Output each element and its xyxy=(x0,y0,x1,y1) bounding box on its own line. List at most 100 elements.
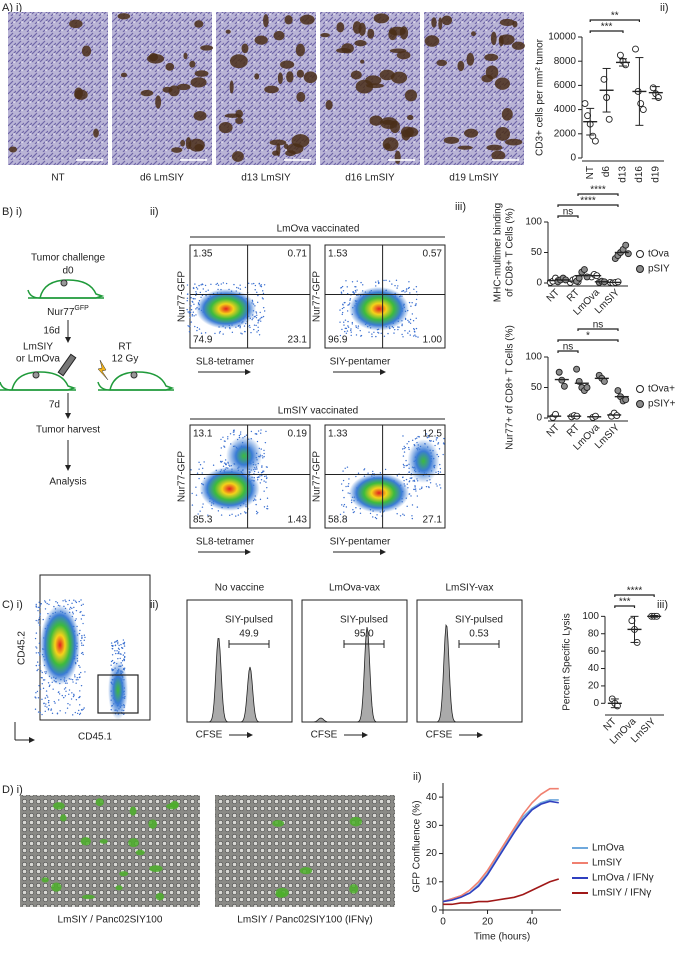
event-dot xyxy=(74,600,77,602)
data-point xyxy=(581,100,589,108)
event-dot xyxy=(263,480,265,482)
event-dot xyxy=(428,486,430,489)
event-dot xyxy=(81,651,84,654)
event-dot xyxy=(38,606,41,609)
gfp-cell xyxy=(170,800,179,809)
y-axis-label: MHC-multimer binding xyxy=(493,203,504,302)
event-dot xyxy=(65,690,67,692)
event-dot xyxy=(414,334,416,336)
stain-spot xyxy=(499,18,515,27)
event-dot xyxy=(48,704,50,707)
event-dot xyxy=(409,477,411,479)
y-axis-label: GFP Confluence (%) xyxy=(412,800,423,892)
x-tick-label: 0 xyxy=(440,917,446,928)
event-dot xyxy=(189,311,192,314)
event-dot xyxy=(221,460,223,463)
event-dot xyxy=(401,448,404,450)
x-tick-label: NT xyxy=(545,422,562,439)
event-dot xyxy=(80,610,82,613)
event-dot xyxy=(119,653,121,655)
event-dot xyxy=(116,639,119,642)
event-dot xyxy=(50,709,52,711)
event-dot xyxy=(342,479,345,482)
syringe xyxy=(57,353,77,377)
event-dot xyxy=(260,479,263,481)
event-dot xyxy=(360,281,362,284)
stain-spot xyxy=(140,89,154,97)
event-dot xyxy=(202,283,204,286)
density xyxy=(226,435,262,476)
event-dot xyxy=(398,326,400,328)
quadrant-value: 0.71 xyxy=(288,249,308,260)
event-dot xyxy=(404,446,407,449)
event-dot xyxy=(239,327,241,329)
event-dot xyxy=(37,711,40,713)
axis-label: Nur77-GFP xyxy=(177,271,188,322)
event-dot xyxy=(122,643,124,645)
event-dot xyxy=(194,298,196,300)
stain-spot xyxy=(336,22,345,33)
event-dot xyxy=(411,477,413,479)
event-dot xyxy=(405,459,407,462)
event-dot xyxy=(402,513,404,515)
event-dot xyxy=(351,321,354,324)
event-dot xyxy=(439,471,442,473)
event-dot xyxy=(68,693,70,695)
event-dot xyxy=(43,702,45,705)
stain-spot xyxy=(264,85,279,94)
event-dot xyxy=(58,693,61,695)
stain-spot xyxy=(365,75,382,86)
event-dot xyxy=(428,436,430,438)
event-dot xyxy=(403,466,405,469)
event-dot xyxy=(63,696,65,699)
event-dot xyxy=(44,608,47,610)
event-dot xyxy=(261,465,263,467)
event-dot xyxy=(383,279,385,282)
event-dot xyxy=(262,315,265,318)
event-dot xyxy=(222,465,225,468)
event-dot xyxy=(436,485,438,487)
event-dot xyxy=(411,302,413,304)
legend-label: pSIY xyxy=(648,264,670,275)
event-dot xyxy=(78,709,80,712)
stain-spot xyxy=(431,17,437,28)
event-dot xyxy=(345,332,348,334)
stain-spot xyxy=(360,59,365,64)
event-dot xyxy=(403,479,405,482)
event-dot xyxy=(69,608,71,610)
event-dot xyxy=(220,438,222,441)
density xyxy=(349,286,409,331)
stain-spot xyxy=(188,138,205,152)
event-dot xyxy=(375,517,378,520)
stain-spot xyxy=(382,119,395,125)
stain-spot xyxy=(295,43,306,57)
event-dot xyxy=(253,328,255,331)
event-dot xyxy=(36,647,38,649)
axis-label: CD45.2 xyxy=(17,631,28,665)
event-dot xyxy=(46,602,48,605)
event-dot xyxy=(346,466,349,468)
axis-label: SIY-pentamer xyxy=(330,537,391,548)
event-dot xyxy=(110,664,112,666)
event-dot xyxy=(66,707,69,709)
stain-spot xyxy=(229,80,234,94)
event-dot xyxy=(262,290,264,292)
event-dot xyxy=(65,600,67,603)
event-dot xyxy=(266,497,269,499)
image-caption: LmSIY / Panc02SIY100 xyxy=(58,915,163,926)
event-dot xyxy=(341,285,344,288)
event-dot xyxy=(350,331,352,333)
histology-image xyxy=(8,12,108,165)
y-tick-label: 20 xyxy=(588,681,600,692)
event-dot xyxy=(439,463,441,466)
event-dot xyxy=(408,330,411,332)
event-dot xyxy=(394,284,396,287)
event-dot xyxy=(225,462,227,465)
event-dot xyxy=(414,486,416,488)
event-dot xyxy=(407,319,409,322)
event-dot xyxy=(37,609,39,612)
event-dot xyxy=(355,291,357,293)
stain-spot xyxy=(350,70,362,80)
event-dot xyxy=(257,329,260,332)
event-dot xyxy=(399,515,402,517)
